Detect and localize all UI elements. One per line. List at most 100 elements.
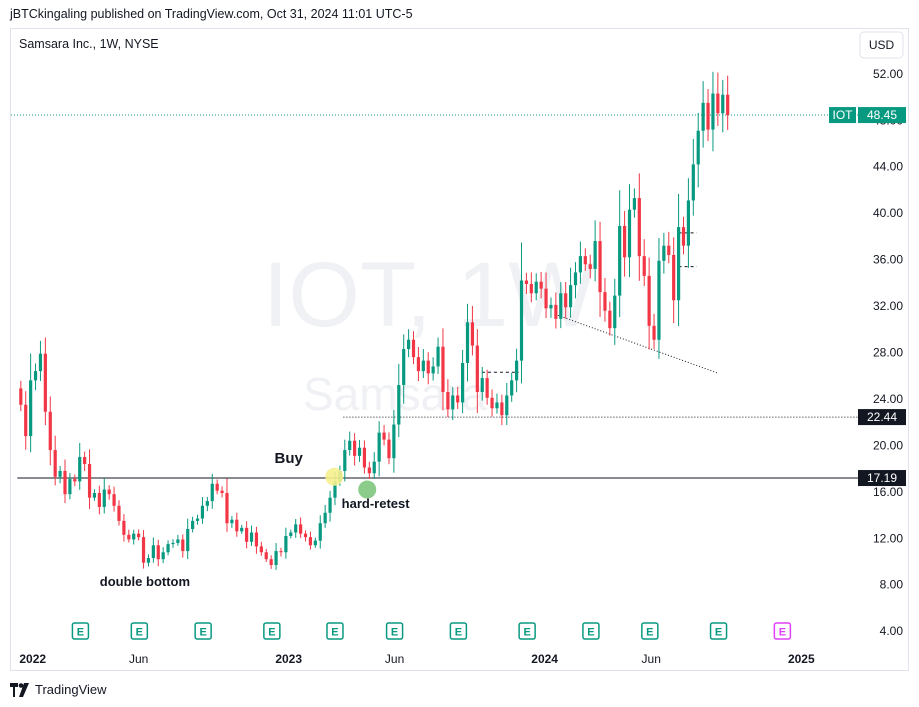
level-price-badge: 17.19 [858,470,906,487]
candle [686,178,691,268]
candle-body [191,520,195,530]
highlight-circle-marker [358,480,377,499]
candle [441,328,445,411]
earnings-badge[interactable]: E [130,622,149,640]
candle [461,349,465,414]
earnings-badge[interactable]: E [263,622,281,640]
y-tick-label: 8.00 [880,578,904,592]
tradingview-logo-icon [10,682,29,697]
earnings-badge[interactable]: E [582,622,600,640]
candle-body [402,349,406,386]
candle-body [235,519,239,532]
earnings-badge-label: E [587,627,594,639]
candle-body [382,432,386,440]
candle-body [613,295,617,329]
y-tick-label: 36.00 [873,253,903,267]
candle [618,190,622,318]
candle-body [500,402,504,416]
candle [711,71,715,152]
candle [480,366,484,401]
candle-body [667,245,671,255]
candle-body [397,385,401,425]
candle [294,519,298,538]
earnings-badge[interactable]: E [773,622,792,640]
candles [19,71,730,570]
candle-body [510,380,514,396]
candle [613,278,617,345]
candle-body [441,346,445,392]
candle-body [117,505,121,521]
candle-body [505,395,509,416]
candle [411,331,416,365]
candle-body [431,366,435,374]
candle [362,440,367,474]
candle [97,485,101,515]
candle [485,369,489,405]
candle-body [726,94,730,116]
candle-body [377,432,381,462]
candlestick-chart[interactable]: IOT, 1W Samsara Samsara Inc., 1W, NYSE U… [11,29,908,670]
candle [726,75,730,130]
candle-body [652,325,656,340]
candle [706,89,710,142]
candle [421,349,425,379]
level-price-value: 22.44 [867,410,897,424]
candle-body [573,272,578,286]
candle-body [456,395,460,403]
candle [308,531,313,550]
candle-body [156,545,160,560]
candle [505,382,509,425]
candle-body [127,534,131,540]
candle [716,72,720,126]
y-tick-label: 4.00 [880,624,904,638]
candle [235,512,239,537]
candle [451,387,455,421]
candle-body [29,380,33,437]
candle-body [421,360,425,372]
x-tick-label: 2024 [531,652,558,666]
candle [225,478,229,532]
earnings-badge[interactable]: E [71,622,90,640]
candle-body [43,353,47,412]
candle [387,432,391,465]
candle-body [97,493,101,507]
candle-body [524,280,529,285]
candle [637,173,641,281]
earnings-badge[interactable]: E [385,622,404,640]
candle [313,537,317,548]
earnings-badge[interactable]: E [449,622,468,640]
candle-body [475,345,479,392]
candle-body [411,339,416,358]
candle-body [195,518,200,521]
candle-body [240,527,244,532]
earnings-badge[interactable]: E [194,622,212,640]
candle [38,340,43,382]
y-tick-label: 24.00 [873,392,903,406]
time-axis[interactable]: 2022 Jun 2023 Jun 2024 Jun 2025 [19,652,815,666]
candle-body [716,93,720,114]
last-price-badge: IOT 48.45 [829,107,906,124]
currency-button[interactable]: USD [859,31,904,59]
footer[interactable]: TradingView [10,682,107,697]
level-price-box [858,409,906,426]
candle-body [721,94,725,114]
earnings-badge[interactable]: E [326,622,344,640]
candle [78,442,82,490]
watermark-name: Samsara [303,368,487,420]
candle-body [92,493,97,498]
candle-body [470,322,475,346]
candle-body [186,529,190,552]
earnings-badge[interactable]: E [518,622,536,640]
candle [603,278,607,322]
candle-body [407,339,411,350]
candle-body [299,524,303,534]
candle-body [549,304,553,309]
price-axis[interactable]: 4.00 8.00 12.00 16.00 20.00 24.00 28.00 32.00 36… [873,67,903,638]
candle [240,524,244,534]
earnings-badge[interactable]: E [641,622,659,640]
candle [200,497,205,524]
candle-body [289,532,293,536]
earnings-badge[interactable]: E [709,622,728,640]
earnings-badge-label: E [136,627,143,639]
